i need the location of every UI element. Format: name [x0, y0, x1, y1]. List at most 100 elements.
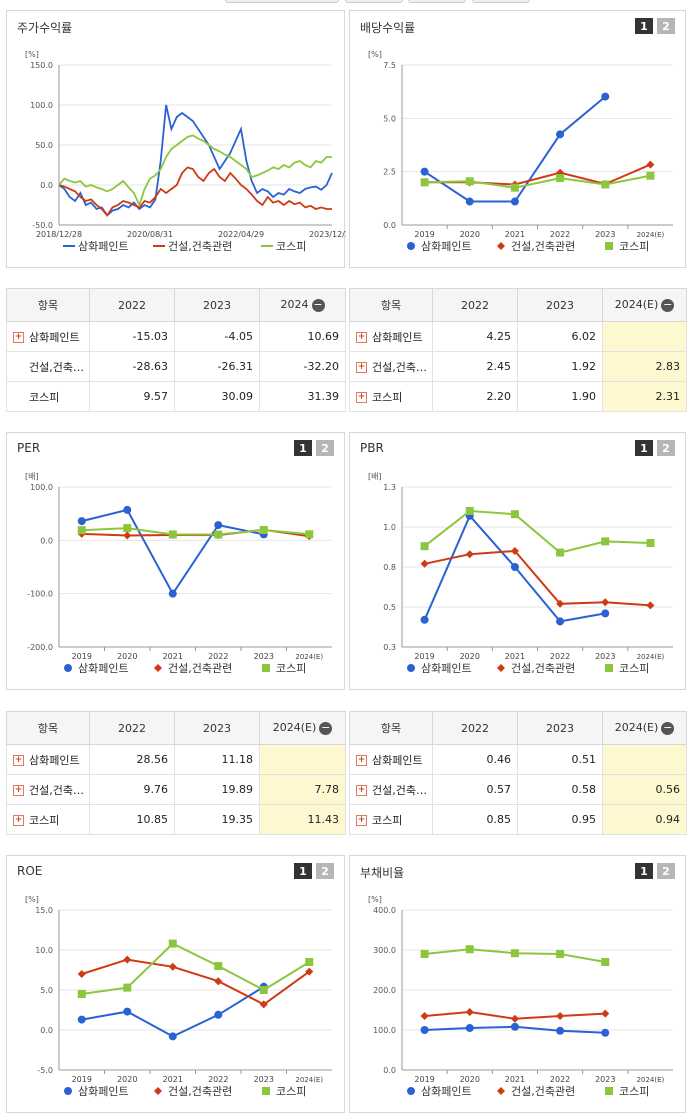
row-name: 코스피: [29, 813, 60, 827]
data-point: [420, 1026, 429, 1034]
data-point: [465, 1024, 474, 1032]
y-tick-label: 7.5: [383, 61, 396, 70]
y-tick-label: 100.0: [373, 1026, 396, 1035]
row-label[interactable]: + 삼화페인트: [6, 321, 90, 352]
row-label[interactable]: + 삼화페인트: [6, 744, 90, 775]
collapse-icon[interactable]: −: [661, 720, 675, 735]
row-label: 건설,건축…: [6, 351, 90, 382]
data-point: [601, 537, 610, 546]
unit-label: [배]: [25, 472, 39, 481]
top-control[interactable]: [345, 0, 403, 3]
unit-label: [%]: [368, 895, 382, 904]
collapse-icon[interactable]: −: [311, 297, 325, 312]
data-point: [168, 1032, 177, 1041]
x-tick-label: 2020: [117, 1075, 137, 1084]
expand-plus-icon[interactable]: +: [356, 815, 367, 826]
data-point: [77, 526, 86, 535]
tab-1[interactable]: 1: [635, 863, 653, 879]
collapse-icon[interactable]: −: [661, 297, 675, 312]
debt-ratio-chart: [%] 400.0 300.0 200.0 100.0 0.0 2019 2020 2021 20…: [368, 895, 673, 1098]
series-line: [81, 942, 310, 995]
table-header-item: 항목: [349, 288, 433, 322]
y-tick-label: 0.0: [383, 221, 396, 230]
table-cell: [259, 744, 346, 775]
y-tick-label: 0.3: [383, 643, 396, 652]
expand-plus-icon[interactable]: +: [13, 332, 24, 343]
roe-chart: [%] 15.0 10.0 5.0 0.0 -5.0 2019 2020 2021 2022 202…: [25, 895, 332, 1098]
pbr-table: 항목 2022 2023 2024(E) − + 삼화페인트 0.46 0.51 + 건설,건축… 0…: [349, 711, 687, 835]
table-cell: 4.25: [432, 321, 518, 352]
pbr-chart: [배]1.3 1.0 0.8 0.5 0.3 2019 2020 2021 2022 2023 20…: [368, 472, 673, 675]
table-cell: [602, 744, 687, 775]
data-point: [601, 1009, 610, 1018]
data-point: [601, 609, 610, 618]
table-header-col: 2022: [432, 288, 518, 322]
expand-plus-icon[interactable]: +: [13, 815, 24, 826]
data-point: [420, 178, 429, 187]
legend-label: 코스피: [276, 662, 306, 675]
data-point: [214, 962, 223, 970]
collapse-icon[interactable]: −: [319, 720, 333, 735]
row-label[interactable]: + 건설,건축…: [6, 774, 90, 805]
data-point: [420, 1012, 429, 1020]
row-label[interactable]: + 코스피: [349, 381, 433, 412]
data-point: [77, 1015, 86, 1024]
data-point: [556, 617, 565, 626]
row-label[interactable]: + 코스피: [6, 804, 90, 835]
table-row: + 삼화페인트 -15.03 -4.05 10.69: [6, 321, 346, 352]
data-point: [77, 970, 86, 978]
expand-plus-icon[interactable]: +: [356, 755, 367, 766]
data-point: [601, 92, 610, 101]
unit-label: [%]: [25, 895, 39, 904]
table-cell: 2.83: [602, 351, 687, 382]
tab-2[interactable]: 2: [657, 18, 675, 34]
top-control[interactable]: [472, 0, 530, 3]
row-label[interactable]: + 삼화페인트: [349, 321, 433, 352]
unit-label: [%]: [368, 50, 382, 59]
x-tick-label: 2024(E): [637, 653, 665, 661]
x-tick-label: 2023/12/28: [309, 230, 346, 239]
x-tick-label: 2020: [117, 652, 137, 661]
expand-plus-icon[interactable]: +: [356, 332, 367, 343]
top-control[interactable]: [225, 0, 339, 3]
tab-2[interactable]: 2: [657, 863, 675, 879]
table-cell: 11.43: [259, 804, 346, 835]
data-point: [465, 507, 474, 515]
expand-plus-icon[interactable]: +: [356, 392, 367, 403]
data-point: [556, 548, 565, 557]
table-header-col: 2023: [174, 711, 260, 745]
table-cell: 1.92: [517, 351, 603, 382]
tab-1[interactable]: 1: [635, 440, 653, 456]
legend-label: 삼화페인트: [421, 240, 472, 253]
row-name: 코스피: [372, 813, 403, 827]
x-tick-label: 2022: [208, 652, 228, 661]
expand-plus-icon[interactable]: +: [356, 785, 367, 796]
data-point: [77, 517, 86, 526]
tab-1[interactable]: 1: [294, 440, 312, 456]
expand-plus-icon[interactable]: +: [356, 362, 367, 373]
legend-label: 삼화페인트: [421, 662, 472, 675]
tab-2[interactable]: 2: [657, 440, 675, 456]
row-label[interactable]: + 삼화페인트: [349, 744, 433, 775]
row-label[interactable]: + 건설,건축…: [349, 351, 433, 382]
tab-2[interactable]: 2: [316, 863, 334, 879]
top-control[interactable]: [408, 0, 466, 3]
table-cell: 2.31: [602, 381, 687, 412]
legend-label: 코스피: [619, 662, 649, 675]
x-tick-label: 2022: [550, 1075, 570, 1084]
x-tick-label: 2024(E): [295, 1076, 323, 1084]
tab-1[interactable]: 1: [635, 18, 653, 34]
tab-2[interactable]: 2: [316, 440, 334, 456]
tab-1[interactable]: 1: [294, 863, 312, 879]
data-point: [123, 1007, 132, 1016]
expand-plus-icon[interactable]: +: [13, 755, 24, 766]
x-tick-label: 2021: [505, 652, 525, 661]
table-row: + 코스피 0.85 0.95 0.94: [349, 804, 687, 835]
table-cell: 0.95: [517, 804, 603, 835]
row-label[interactable]: + 건설,건축…: [349, 774, 433, 805]
data-point: [510, 183, 519, 192]
panel-title: ROE: [17, 864, 43, 878]
expand-plus-icon[interactable]: +: [13, 785, 24, 796]
row-label[interactable]: + 코스피: [349, 804, 433, 835]
